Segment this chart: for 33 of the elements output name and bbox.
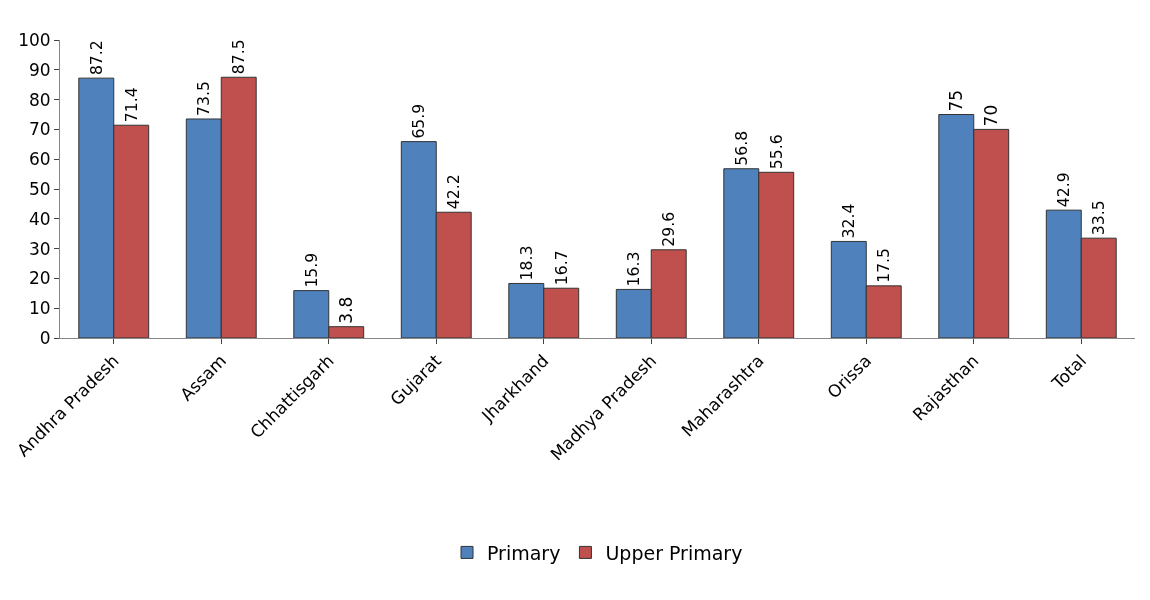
- data-label: 75: [946, 89, 967, 112]
- data-label: 55.6: [766, 134, 786, 170]
- data-label: 16.3: [624, 251, 644, 287]
- y-tick-label: 100: [18, 29, 51, 50]
- data-label: 73.5: [194, 81, 214, 116]
- data-label: 17.5: [874, 247, 894, 283]
- data-label: 3.8: [336, 296, 357, 324]
- data-label: 56.8: [731, 130, 751, 166]
- y-tick-label: 20: [28, 268, 51, 289]
- y-tick-label: 40: [28, 208, 51, 229]
- data-label: 87.2: [86, 40, 106, 76]
- y-tick-label: 90: [28, 59, 51, 80]
- data-label: 15.9: [301, 252, 321, 288]
- y-tick-label: 0: [39, 327, 51, 348]
- y-tick-label: 60: [28, 149, 51, 170]
- y-tick-label: 10: [28, 298, 51, 319]
- y-tick-label: 70: [28, 119, 51, 140]
- y-tick-label: 30: [28, 238, 51, 259]
- data-label: 42.2: [444, 174, 464, 210]
- data-label: 32.4: [839, 203, 859, 239]
- data-label: 65.9: [409, 103, 429, 139]
- data-label: 16.7: [551, 250, 571, 286]
- data-label: 18.3: [516, 245, 536, 281]
- legend-label: Upper Primary: [605, 541, 743, 564]
- y-tick-label: 80: [28, 89, 51, 110]
- data-label: 42.9: [1054, 172, 1074, 208]
- y-tick-label: 50: [28, 178, 51, 199]
- data-label: 71.4: [121, 87, 141, 123]
- data-label: 87.5: [229, 39, 249, 75]
- data-label: 33.5: [1089, 200, 1109, 236]
- data-label: 29.6: [659, 211, 679, 247]
- data-label: 70: [981, 104, 1002, 127]
- legend-label: Primary: [487, 541, 561, 564]
